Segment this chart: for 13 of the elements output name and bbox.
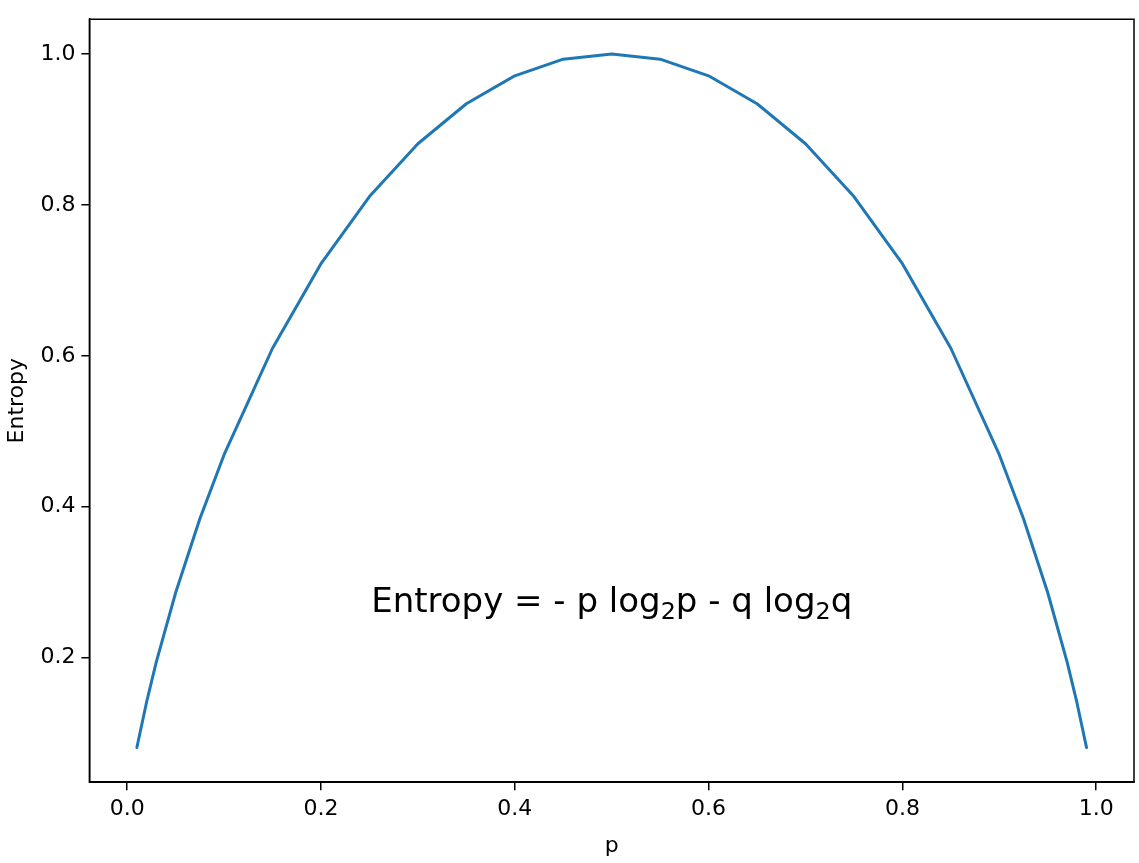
y-tick-label: 1.0 xyxy=(40,39,76,65)
x-tick-label: 0.2 xyxy=(303,795,339,821)
y-axis-title: Entropy xyxy=(2,357,28,444)
x-tick-label: 0.6 xyxy=(691,795,727,821)
y-tick-label: 0.6 xyxy=(40,341,76,367)
y-tick-label: 0.4 xyxy=(40,492,76,518)
x-tick-label: 0.4 xyxy=(497,795,533,821)
y-tick-label: 0.2 xyxy=(40,643,76,669)
y-tick-label: 0.8 xyxy=(40,190,76,216)
x-tick-label: 0.8 xyxy=(884,795,920,821)
x-axis-title: p xyxy=(604,831,619,857)
x-tick-label: 0.0 xyxy=(109,795,145,821)
x-tick-label: 1.0 xyxy=(1078,795,1114,821)
